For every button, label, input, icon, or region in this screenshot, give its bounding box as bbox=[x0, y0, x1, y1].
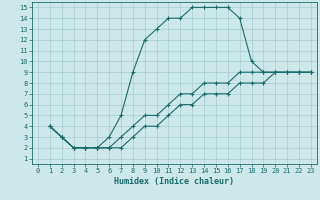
X-axis label: Humidex (Indice chaleur): Humidex (Indice chaleur) bbox=[115, 177, 234, 186]
